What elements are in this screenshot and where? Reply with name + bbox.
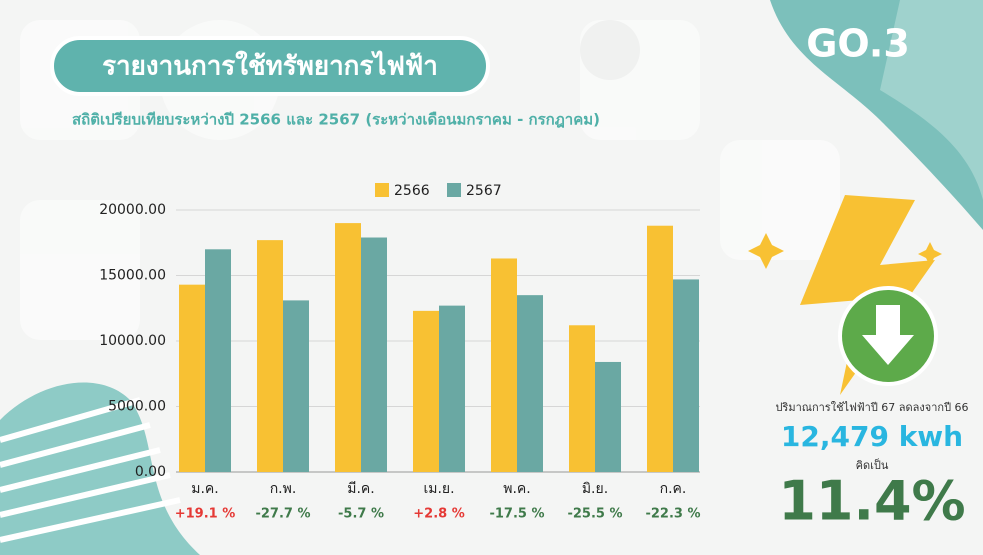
x-tick-label: พ.ค. (503, 481, 531, 497)
change-label: -5.7 % (338, 507, 384, 522)
change-label: -27.7 % (255, 507, 310, 522)
bar (179, 285, 205, 472)
change-label: -22.3 % (645, 507, 700, 522)
change-label: +19.1 % (175, 507, 236, 522)
page: รายงานการใช้ทรัพยากรไฟฟ้า สถิติเปรียบเที… (0, 0, 983, 555)
x-tick-label: มิ.ย. (582, 481, 608, 497)
subtitle: สถิติเปรียบเทียบระหว่างปี 2566 และ 2567 … (72, 111, 600, 129)
y-tick-label: 5000.00 (108, 399, 166, 415)
brand: GO.3 (806, 22, 910, 66)
summary-caption: ปริมาณการใช้ไฟฟ้าปี 67 ลดลงจากปี 66 (775, 401, 968, 414)
bar (673, 279, 699, 472)
summary-amount: 12,479 kwh (781, 420, 963, 453)
bar (595, 362, 621, 472)
legend-label: 2566 (394, 183, 430, 199)
x-tick-label: ก.ค. (660, 481, 687, 497)
bar (361, 238, 387, 472)
bar (205, 249, 231, 472)
change-label: +2.8 % (413, 507, 464, 522)
x-tick-label: ก.พ. (270, 481, 297, 497)
bar (439, 306, 465, 472)
bar (257, 240, 283, 472)
legend-swatch (375, 183, 389, 197)
y-tick-label: 20000.00 (99, 202, 166, 218)
bar (647, 226, 673, 472)
title: รายงานการใช้ทรัพยากรไฟฟ้า (102, 50, 438, 82)
x-tick-label: ม.ค. (191, 481, 219, 497)
bar (413, 311, 439, 472)
bar (335, 223, 361, 472)
x-tick-label: มี.ค. (347, 481, 375, 497)
legend-label: 2567 (466, 183, 502, 199)
bar (283, 300, 309, 472)
bar (491, 258, 517, 472)
change-label: -25.5 % (567, 507, 622, 522)
y-tick-label: 15000.00 (99, 268, 166, 284)
change-label: -17.5 % (489, 507, 544, 522)
y-tick-label: 0.00 (135, 464, 166, 480)
y-tick-label: 10000.00 (99, 333, 166, 349)
x-tick-label: เม.ย. (423, 481, 454, 497)
summary-percent: 11.4% (778, 470, 965, 533)
infographic: รายงานการใช้ทรัพยากรไฟฟ้า สถิติเปรียบเที… (0, 0, 983, 555)
bar (569, 325, 595, 472)
legend-swatch (447, 183, 461, 197)
bar (517, 295, 543, 472)
